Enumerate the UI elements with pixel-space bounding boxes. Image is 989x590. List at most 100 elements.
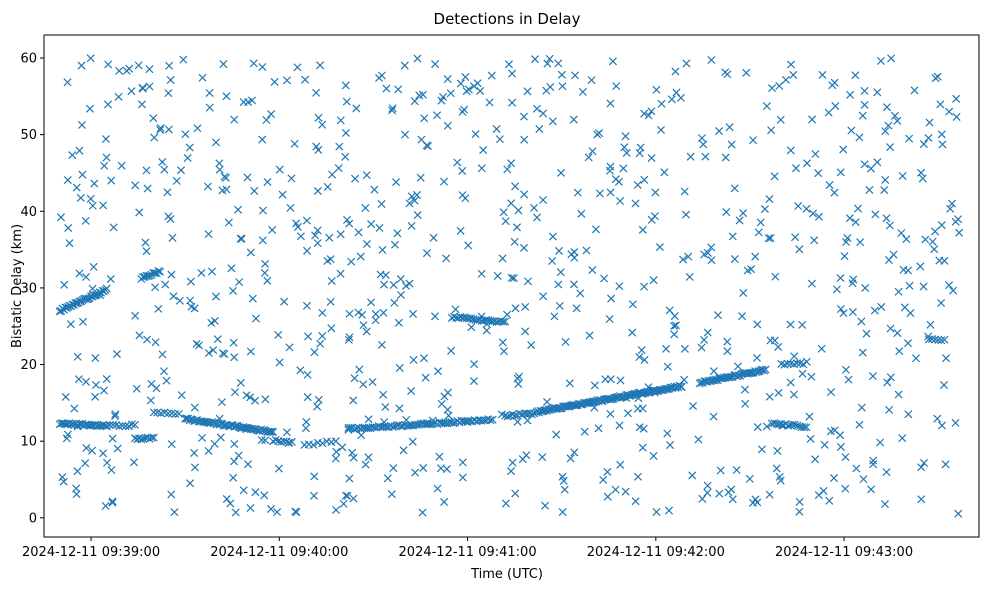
data-point [422, 249, 431, 258]
data-point [569, 115, 578, 124]
data-point [99, 449, 108, 458]
data-point [222, 92, 231, 101]
data-point [78, 317, 87, 326]
data-point [569, 280, 578, 289]
data-point [585, 331, 594, 340]
data-point [793, 421, 802, 430]
data-point [580, 427, 589, 436]
data-point [458, 458, 467, 467]
data-point [371, 310, 380, 319]
data-point [945, 107, 954, 116]
data-point [137, 100, 147, 109]
data-point [162, 376, 171, 385]
data-point [511, 304, 520, 313]
data-point [396, 274, 405, 284]
data-point [362, 327, 371, 336]
data-point [622, 148, 631, 157]
data-point [656, 125, 666, 135]
data-point [858, 348, 867, 357]
data-point [743, 266, 752, 275]
data-point [952, 94, 961, 103]
data-point [741, 399, 750, 408]
data-point [936, 100, 945, 109]
data-point [389, 280, 398, 289]
data-point [437, 96, 446, 105]
data-point [623, 409, 632, 418]
data-point [519, 243, 528, 252]
data-point [443, 388, 452, 397]
data-point [263, 177, 272, 187]
data-point [127, 87, 136, 96]
data-point [724, 488, 733, 497]
data-point [230, 457, 239, 466]
data-point [323, 256, 332, 266]
data-point [177, 391, 186, 400]
data-point [383, 474, 392, 483]
data-point [826, 388, 836, 397]
data-point [236, 378, 245, 387]
data-point [520, 135, 529, 144]
data-point [467, 314, 476, 323]
data-point [725, 373, 734, 382]
data-point [243, 173, 252, 182]
data-point [501, 317, 510, 326]
data-point [882, 468, 891, 477]
data-point [590, 381, 599, 390]
data-point [588, 266, 597, 275]
data-point [635, 353, 644, 362]
data-point [795, 497, 804, 506]
data-point [99, 386, 108, 395]
data-point [857, 317, 866, 326]
data-point [479, 146, 488, 155]
data-point [795, 245, 804, 254]
data-point [335, 142, 344, 151]
data-point [748, 498, 758, 507]
data-point [578, 87, 587, 96]
data-point [591, 225, 600, 234]
data-point [855, 420, 864, 429]
data-point [343, 492, 352, 501]
data-point [90, 179, 99, 188]
data-point [678, 255, 688, 264]
data-point [495, 135, 504, 144]
data-point [542, 86, 551, 95]
data-point [68, 151, 77, 160]
data-point [912, 354, 921, 363]
data-point [412, 190, 422, 199]
data-point [129, 458, 139, 467]
data-point [576, 289, 585, 298]
data-point [541, 501, 550, 510]
data-point [82, 295, 91, 304]
data-point [399, 446, 408, 455]
data-point [147, 379, 156, 389]
data-point [88, 201, 97, 210]
data-point [235, 278, 244, 287]
data-point [781, 75, 790, 84]
data-point [499, 208, 508, 217]
data-point [135, 208, 144, 217]
data-point [102, 374, 111, 384]
data-point [917, 168, 926, 177]
data-point [394, 318, 403, 327]
data-point [740, 385, 749, 394]
data-point [514, 372, 524, 381]
data-point [440, 177, 449, 186]
data-point [530, 55, 539, 64]
data-point [229, 286, 238, 295]
data-point [164, 89, 173, 98]
data-point [786, 60, 796, 69]
data-point [621, 487, 630, 496]
data-point [904, 266, 913, 275]
data-point [807, 279, 816, 288]
data-point [918, 174, 927, 183]
data-point [312, 88, 321, 97]
data-point [507, 159, 516, 168]
data-point [415, 91, 424, 100]
x-tick-label: 2024-12-11 09:42:00 [587, 545, 725, 560]
data-point [147, 433, 156, 442]
y-tick-label: 20 [20, 358, 37, 373]
data-point [216, 433, 225, 442]
data-point [728, 232, 737, 241]
data-point [91, 354, 100, 363]
data-point [649, 276, 658, 285]
